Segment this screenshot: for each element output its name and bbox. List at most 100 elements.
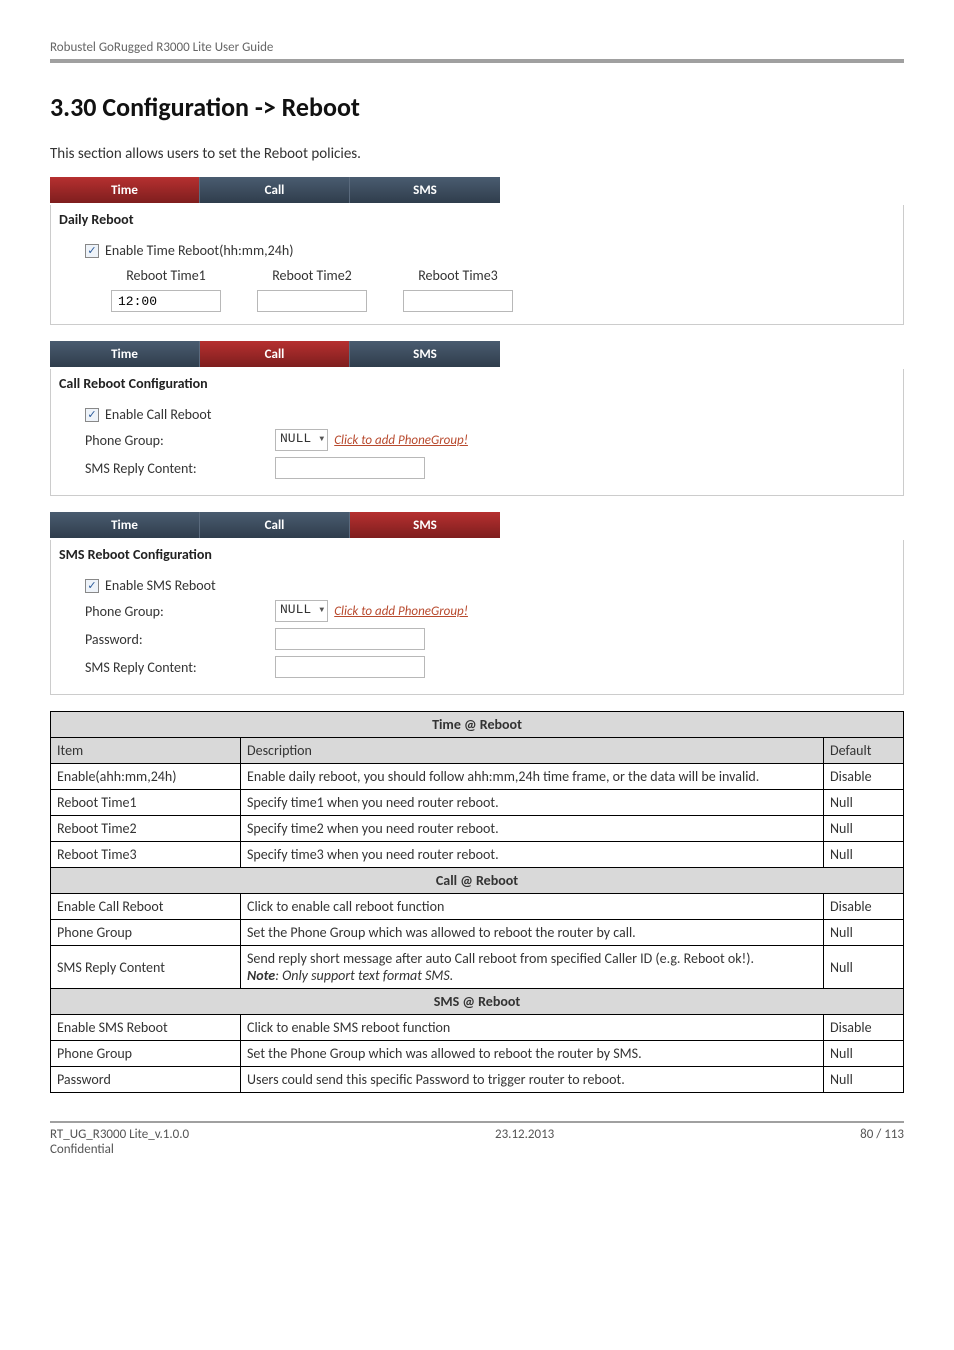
table-row: Reboot Time1 Specify time1 when you need… (51, 790, 904, 816)
description-table: Time @ Reboot Item Description Default E… (50, 711, 904, 1093)
reboot-time-table: Reboot Time1 Reboot Time2 Reboot Time3 (93, 263, 531, 314)
cell-default: Null (824, 920, 904, 946)
cell-desc: Send reply short message after auto Call… (241, 946, 824, 989)
table-row: Password Users could send this specific … (51, 1067, 904, 1093)
table-row: Enable Call Reboot Click to enable call … (51, 894, 904, 920)
input-sms-reply-call[interactable] (275, 457, 425, 479)
col-hdr-rt1: Reboot Time1 (93, 263, 239, 288)
label-phone-group-sms: Phone Group: (85, 603, 275, 620)
cell-default: Null (824, 1067, 904, 1093)
hdr-default: Default (824, 738, 904, 764)
checkbox-enable-sms[interactable]: ✓ (85, 579, 99, 593)
section-sms-reboot: SMS @ Reboot (51, 989, 904, 1015)
tab-sms[interactable]: SMS (350, 177, 500, 203)
cell-desc: Click to enable call reboot function (241, 894, 824, 920)
cell-default: Disable (824, 894, 904, 920)
cell-default: Null (824, 1041, 904, 1067)
cell-default: Null (824, 816, 904, 842)
tabrow-time: Time Call SMS (50, 177, 904, 203)
panel-title-sms: SMS Reboot Configuration (51, 540, 903, 569)
select-phone-group-call[interactable]: NULL (275, 429, 328, 451)
cell-desc: Set the Phone Group which was allowed to… (241, 1041, 824, 1067)
tab-sms-2[interactable]: SMS (350, 341, 500, 367)
input-password-sms[interactable] (275, 628, 425, 650)
section-time-reboot: Time @ Reboot (51, 712, 904, 738)
input-rt2[interactable] (257, 290, 367, 312)
cell-item: Reboot Time1 (51, 790, 241, 816)
table-row: SMS Reply Content Send reply short messa… (51, 946, 904, 989)
cell-item: Reboot Time3 (51, 842, 241, 868)
footer-date: 23.12.2013 (495, 1127, 554, 1157)
table-row: Reboot Time2 Specify time2 when you need… (51, 816, 904, 842)
cell-desc-line1: Send reply short message after auto Call… (247, 950, 754, 967)
input-sms-reply-sms[interactable] (275, 656, 425, 678)
panel-sms-reboot: SMS Reboot Configuration ✓ Enable SMS Re… (50, 540, 904, 695)
link-add-phonegroup-sms[interactable]: Click to add PhoneGroup! (334, 604, 468, 619)
cell-item: Enable Call Reboot (51, 894, 241, 920)
cell-desc: Specify time2 when you need router reboo… (241, 816, 824, 842)
tab-call-2[interactable]: Call (200, 341, 350, 367)
cell-item: Phone Group (51, 1041, 241, 1067)
input-rt3[interactable] (403, 290, 513, 312)
label-enable-sms: Enable SMS Reboot (105, 577, 216, 594)
cell-default: Disable (824, 764, 904, 790)
cell-item: Reboot Time2 (51, 816, 241, 842)
table-row: Enable SMS Reboot Click to enable SMS re… (51, 1015, 904, 1041)
table-row: Phone Group Set the Phone Group which wa… (51, 920, 904, 946)
table-row: Reboot Time3 Specify time3 when you need… (51, 842, 904, 868)
cell-default: Null (824, 790, 904, 816)
label-sms-reply-call: SMS Reply Content: (85, 460, 275, 477)
input-rt1[interactable] (111, 290, 221, 312)
tab-time-2[interactable]: Time (50, 341, 200, 367)
table-row: Phone Group Set the Phone Group which wa… (51, 1041, 904, 1067)
section-call-reboot: Call @ Reboot (51, 868, 904, 894)
cell-item: Phone Group (51, 920, 241, 946)
checkbox-enable-call[interactable]: ✓ (85, 408, 99, 422)
label-sms-reply-sms: SMS Reply Content: (85, 659, 275, 676)
page-footer: RT_UG_R3000 Lite_v.1.0.0 Confidential 23… (50, 1127, 904, 1157)
doc-header: Robustel GoRugged R3000 Lite User Guide (50, 40, 904, 59)
footer-page-number: 80 / 113 (860, 1127, 904, 1157)
tab-sms-3[interactable]: SMS (350, 512, 500, 538)
tab-time-3[interactable]: Time (50, 512, 200, 538)
cell-desc: Set the Phone Group which was allowed to… (241, 920, 824, 946)
tab-call-3[interactable]: Call (200, 512, 350, 538)
panel-title-daily: Daily Reboot (51, 205, 903, 234)
cell-default: Null (824, 946, 904, 989)
checkbox-enable-time[interactable]: ✓ (85, 244, 99, 258)
panel-daily-reboot: Daily Reboot ✓ Enable Time Reboot(hh:mm,… (50, 205, 904, 325)
footer-confidential: Confidential (50, 1142, 189, 1157)
page-title: 3.30 Configuration -> Reboot (50, 91, 904, 123)
col-hdr-rt3: Reboot Time3 (385, 263, 531, 288)
label-enable-time: Enable Time Reboot(hh:mm,24h) (105, 242, 293, 259)
label-phone-group-call: Phone Group: (85, 432, 275, 449)
select-phone-group-sms[interactable]: NULL (275, 600, 328, 622)
cell-item: Password (51, 1067, 241, 1093)
cell-desc: Specify time3 when you need router reboo… (241, 842, 824, 868)
cell-desc: Users could send this specific Password … (241, 1067, 824, 1093)
note-text: : Only support text format SMS. (275, 967, 453, 984)
cell-item: Enable(ahh:mm,24h) (51, 764, 241, 790)
intro-text: This section allows users to set the Reb… (50, 145, 904, 163)
cell-desc: Enable daily reboot, you should follow a… (241, 764, 824, 790)
footer-version: RT_UG_R3000 Lite_v.1.0.0 (50, 1127, 189, 1142)
cell-item: Enable SMS Reboot (51, 1015, 241, 1041)
cell-item: SMS Reply Content (51, 946, 241, 989)
cell-default: Null (824, 842, 904, 868)
link-add-phonegroup-call[interactable]: Click to add PhoneGroup! (334, 433, 468, 448)
hdr-desc: Description (241, 738, 824, 764)
tabrow-sms: Time Call SMS (50, 512, 904, 538)
header-divider (50, 59, 904, 63)
cell-default: Disable (824, 1015, 904, 1041)
panel-call-reboot: Call Reboot Configuration ✓ Enable Call … (50, 369, 904, 496)
panel-title-call: Call Reboot Configuration (51, 369, 903, 398)
tabrow-call: Time Call SMS (50, 341, 904, 367)
cell-desc: Specify time1 when you need router reboo… (241, 790, 824, 816)
tab-time[interactable]: Time (50, 177, 200, 203)
cell-desc: Click to enable SMS reboot function (241, 1015, 824, 1041)
hdr-item: Item (51, 738, 241, 764)
tab-call[interactable]: Call (200, 177, 350, 203)
table-row: Enable(ahh:mm,24h) Enable daily reboot, … (51, 764, 904, 790)
note-label: Note (247, 967, 275, 984)
label-enable-call: Enable Call Reboot (105, 406, 212, 423)
